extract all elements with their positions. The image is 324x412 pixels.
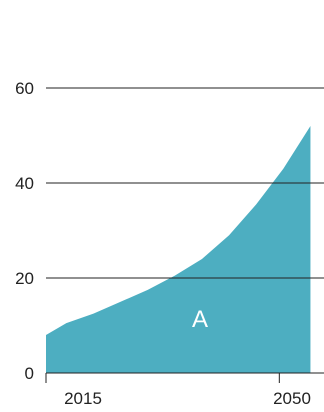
area-layer <box>46 126 311 373</box>
x-tick-label-2050: 2050 <box>273 389 311 408</box>
y-tick-label-60: 60 <box>15 79 34 98</box>
axis-layer <box>45 372 324 383</box>
y-tick-label-40: 40 <box>15 174 34 193</box>
x-tick-label-2015: 2015 <box>64 389 102 408</box>
label-layer: 0 20 40 60 2015 2050 A <box>15 79 311 408</box>
grid-layer <box>46 87 324 279</box>
series-label-a: A <box>192 306 208 333</box>
y-tick-label-20: 20 <box>15 269 34 288</box>
area-series-a <box>46 126 311 373</box>
y-tick-label-0: 0 <box>25 364 34 383</box>
